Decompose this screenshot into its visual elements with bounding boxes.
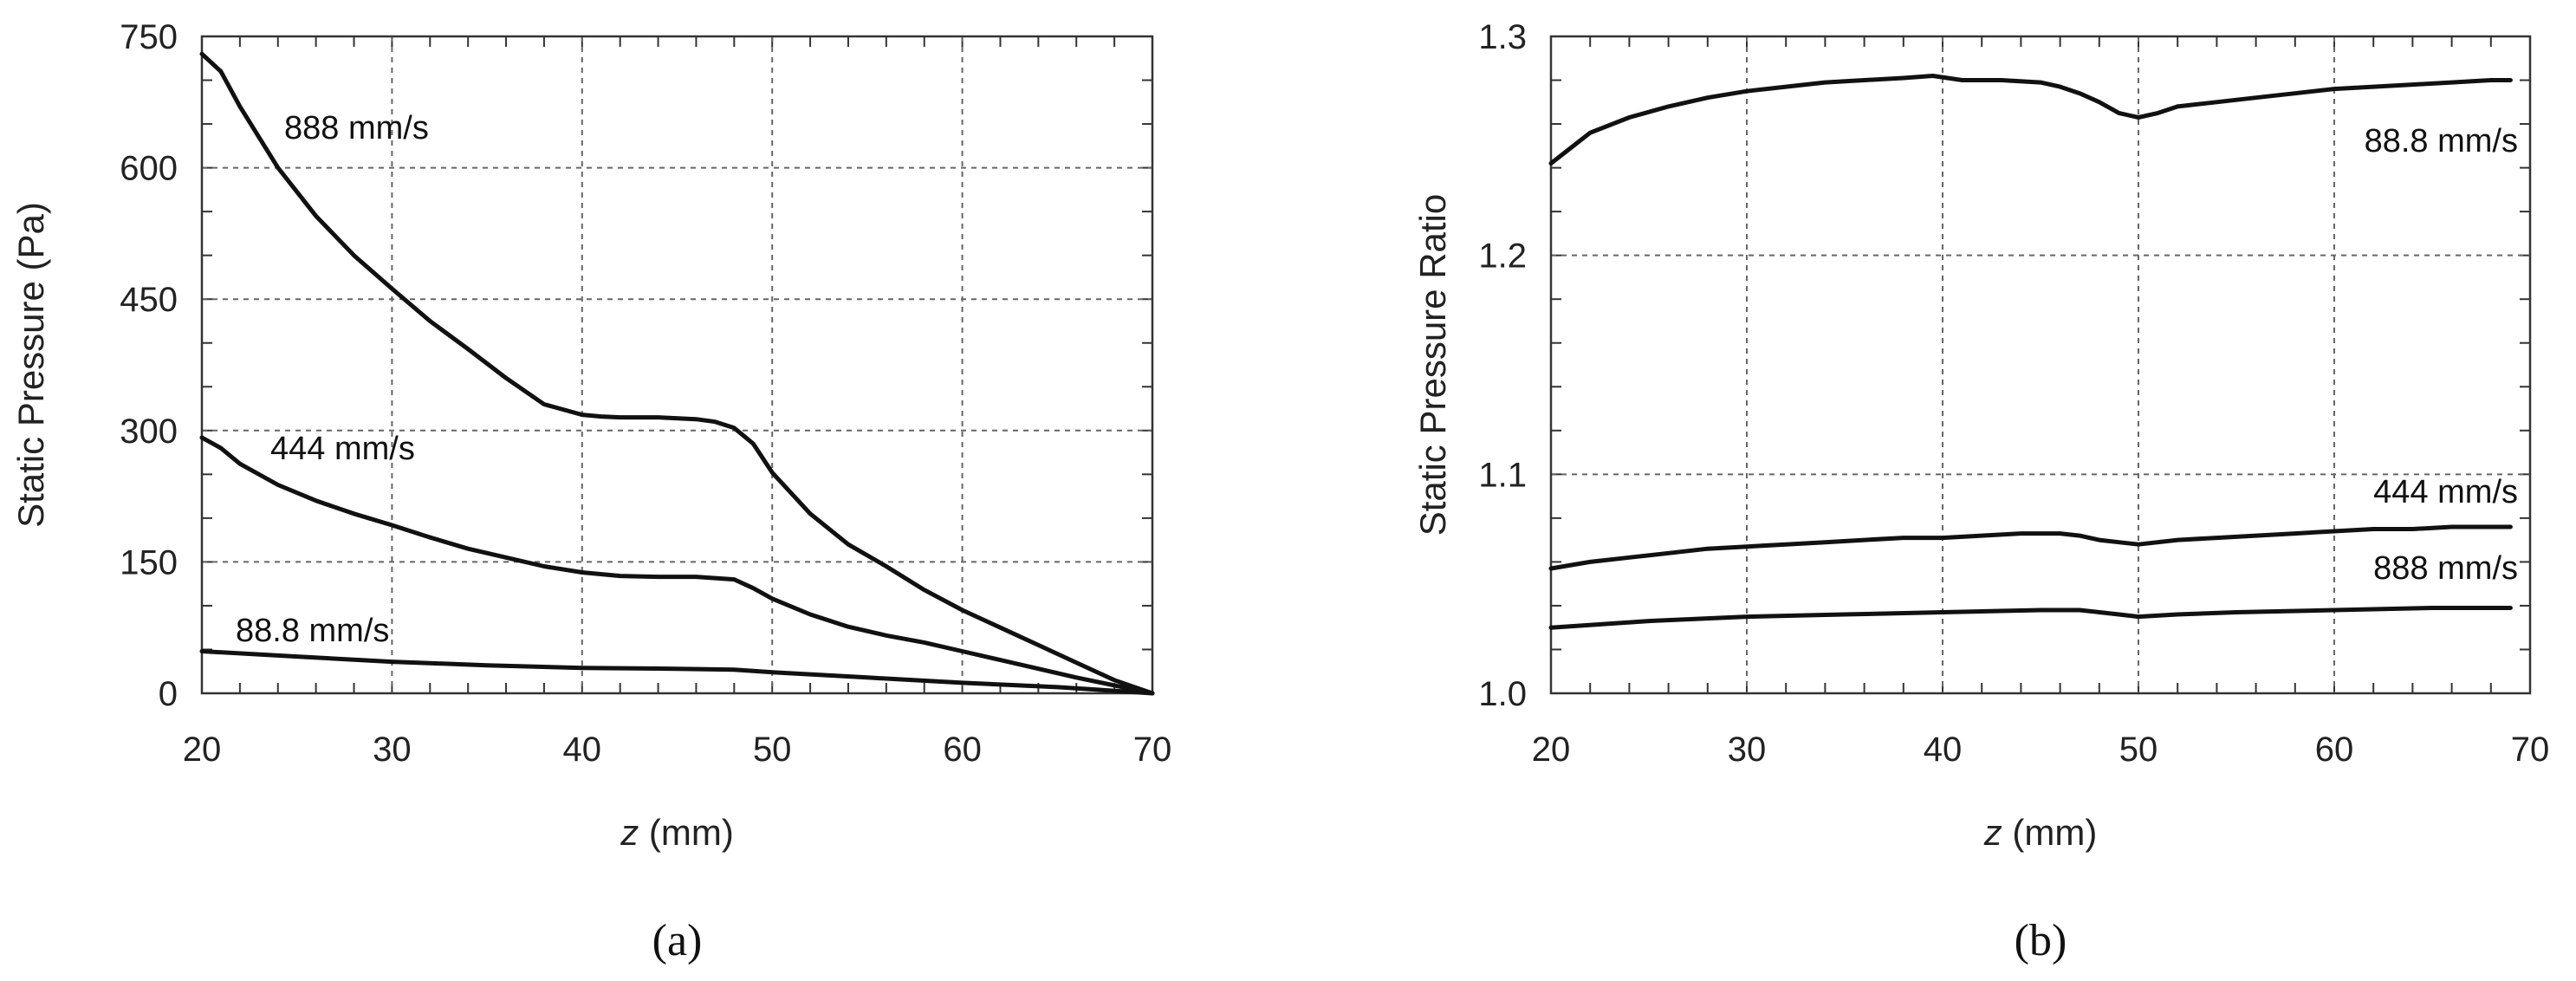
chart-b: 20 30 40 50 60 70 1.0 1.1 1.2 1.3 88.8 mm/s 444 mm/… [1412, 18, 2549, 965]
series-label: 888 mm/s [284, 110, 429, 146]
x-tick-label: 70 [1133, 731, 1172, 769]
series-line-444-mm-s [199, 435, 1155, 696]
y-tick-label: 600 [120, 150, 178, 188]
x-tick-label: 60 [943, 731, 982, 769]
series-label: 88.8 mm/s [2365, 123, 2518, 159]
series-line-444-mm-s [1548, 524, 2513, 571]
y-tick-label: 0 [159, 675, 178, 713]
y-axis-title: Static Pressure (Pa) [10, 202, 51, 528]
figure-caption: (a) [652, 916, 703, 965]
y-tick-label: 1.3 [1478, 18, 1527, 56]
y-tick-label: 750 [120, 18, 178, 56]
x-axis-unit: (mm) [639, 812, 734, 853]
x-tick-label: 40 [1924, 731, 1963, 769]
x-tick-label: 40 [563, 731, 602, 769]
x-tick-label: 20 [183, 731, 222, 769]
series-line-888-mm-s [1548, 606, 2513, 630]
x-axis-title: z (mm) [620, 812, 734, 853]
x-axis-title: z (mm) [1983, 812, 2098, 853]
y-tick-label: 150 [120, 543, 178, 581]
x-axis-unit: (mm) [2002, 812, 2098, 853]
series-line-88-8-mm-s [1548, 74, 2513, 166]
series-label: 88.8 mm/s [236, 613, 389, 649]
x-axis-variable: z [620, 812, 639, 853]
figure-caption: (b) [2015, 916, 2067, 965]
y-tick-label: 1.0 [1478, 675, 1527, 713]
y-tick-label: 1.2 [1478, 237, 1527, 276]
x-tick-label: 20 [1532, 731, 1571, 769]
x-tick-label: 60 [2315, 731, 2354, 769]
y-tick-label: 1.1 [1478, 456, 1527, 494]
plot-frame [200, 35, 1154, 695]
x-tick-label: 70 [2511, 731, 2550, 769]
x-axis-variable: z [1983, 812, 2002, 853]
y-tick-label: 300 [120, 413, 178, 451]
y-tick-label: 450 [120, 281, 178, 319]
plot-frame [1549, 35, 2532, 695]
series-line-888-mm-s [199, 51, 1155, 696]
y-axis-title: Static Pressure Ratio [1412, 194, 1453, 536]
x-tick-label: 50 [753, 731, 792, 769]
chart-a: 20 30 40 50 60 70 0 150 300 450 600 750 888 mm/s 444 … [10, 18, 1171, 965]
series-label: 888 mm/s [2373, 550, 2518, 587]
x-tick-label: 30 [1728, 731, 1767, 769]
x-tick-label: 30 [373, 731, 412, 769]
series-label: 444 mm/s [2373, 474, 2518, 510]
series-line-88-8-mm-s [199, 649, 1155, 696]
series-label: 444 mm/s [270, 431, 415, 467]
x-tick-label: 50 [2119, 731, 2158, 769]
